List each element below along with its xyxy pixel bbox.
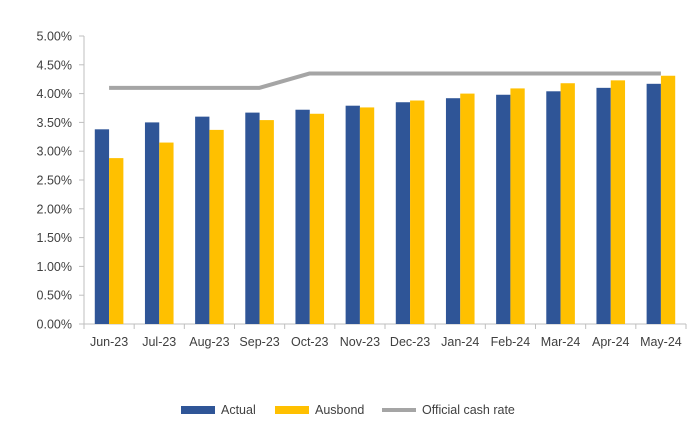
x-tick-label: Sep-23 bbox=[239, 335, 279, 349]
cash-rate-line bbox=[109, 71, 661, 90]
bar-ausbond bbox=[410, 100, 425, 325]
bar-actual bbox=[445, 98, 461, 324]
x-tick-label: Dec-23 bbox=[390, 335, 430, 349]
y-tick-label: 1.50% bbox=[37, 231, 72, 245]
legend-item-actual: Actual bbox=[181, 398, 256, 422]
legend-item-ausbond: Ausbond bbox=[275, 398, 364, 422]
bar-actual bbox=[295, 109, 310, 324]
bar-actual bbox=[144, 122, 160, 325]
bar-actual bbox=[496, 94, 511, 324]
y-tick-label: 5.00% bbox=[37, 30, 72, 44]
legend-swatch-actual bbox=[181, 406, 215, 414]
bar-actual bbox=[596, 87, 611, 324]
x-tick-label: Mar-24 bbox=[541, 335, 581, 349]
bar-actual bbox=[195, 116, 210, 324]
y-tick-label: 4.50% bbox=[37, 58, 72, 72]
x-tick-label: Feb-24 bbox=[491, 335, 531, 349]
x-tick-label: Nov-23 bbox=[340, 335, 380, 349]
bar-ausbond bbox=[510, 88, 525, 324]
y-tick-label: 4.00% bbox=[37, 87, 72, 101]
x-tick-label: Jan-24 bbox=[441, 335, 479, 349]
y-tick-label: 1.00% bbox=[37, 260, 72, 274]
bar-ausbond bbox=[359, 107, 375, 324]
bar-ausbond bbox=[660, 75, 676, 324]
x-tick-label: Jul-23 bbox=[142, 335, 176, 349]
y-tick-label: 2.00% bbox=[37, 202, 72, 216]
cash-rate-line-group bbox=[109, 71, 661, 90]
bar-actual bbox=[546, 91, 561, 325]
legend-item-cash-rate: Official cash rate bbox=[382, 398, 515, 422]
bar-actual bbox=[345, 105, 360, 324]
bar-ausbond bbox=[560, 83, 575, 325]
x-axis: Jun-23 Jul-23 Aug-23 Sep-23 Oct-23 Nov-23 Dec-… bbox=[83, 323, 687, 349]
legend-swatch-cash-rate bbox=[382, 408, 416, 412]
bar-actual bbox=[395, 102, 411, 325]
legend: Actual Ausbond Official cash rate bbox=[0, 398, 696, 422]
legend-label-ausbond: Ausbond bbox=[315, 403, 365, 417]
bar-actual bbox=[245, 112, 260, 324]
x-tick-label: Oct-23 bbox=[291, 335, 329, 349]
legend-label-actual: Actual bbox=[221, 403, 256, 417]
bar-ausbond bbox=[159, 142, 174, 324]
bar-actual bbox=[94, 129, 110, 324]
bar-actual bbox=[646, 83, 661, 324]
bar-ausbond bbox=[460, 93, 475, 324]
y-tick-label: 0.50% bbox=[37, 289, 72, 303]
x-tick-label: Apr-24 bbox=[592, 335, 630, 349]
bars bbox=[94, 75, 676, 325]
bar-ausbond bbox=[209, 129, 224, 324]
x-tick-label: Jun-23 bbox=[90, 335, 128, 349]
y-tick-label: 2.50% bbox=[37, 174, 72, 188]
legend-label-cash-rate: Official cash rate bbox=[422, 403, 515, 417]
y-tick-label: 3.00% bbox=[37, 145, 72, 159]
y-tick-label: 3.50% bbox=[37, 116, 72, 130]
bar-ausbond bbox=[309, 113, 325, 324]
bar-ausbond bbox=[610, 80, 626, 325]
bar-ausbond bbox=[259, 120, 274, 324]
legend-swatch-ausbond bbox=[275, 406, 309, 414]
y-axis: 0.00% 0.50% 1.00% 1.50% 2.00% 2.50% 3.00% 3.50%… bbox=[37, 30, 85, 332]
y-tick-label: 0.00% bbox=[37, 318, 72, 332]
x-tick-label: May-24 bbox=[640, 335, 682, 349]
bar-ausbond bbox=[109, 158, 124, 324]
x-tick-label: Aug-23 bbox=[189, 335, 229, 349]
